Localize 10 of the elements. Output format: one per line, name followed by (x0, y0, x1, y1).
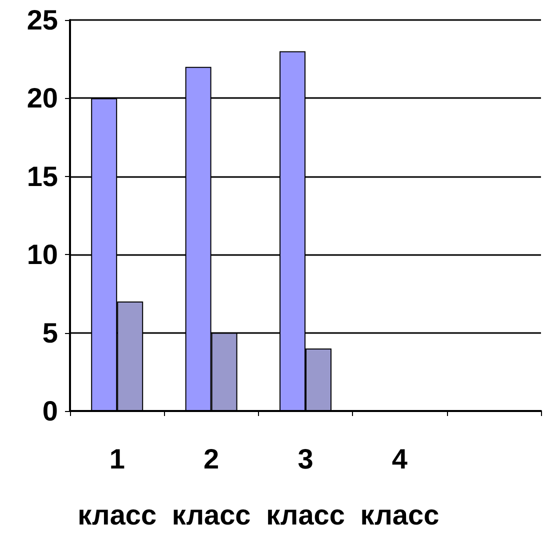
y-tick-label: 20 (26, 82, 58, 114)
x-tick-label: 4 класс (360, 444, 440, 530)
x-tick-label: 3 класс (266, 444, 345, 530)
y-tick-label: 15 (26, 160, 58, 192)
y-tick-label: 0 (42, 396, 58, 426)
y-tick-label: 5 (42, 317, 58, 348)
x-tick-label: 1 класс (78, 444, 157, 530)
y-tick-label: 10 (26, 239, 58, 270)
x-tick-label: 2 класс (172, 444, 251, 530)
y-tick-label: 25 (26, 4, 58, 36)
